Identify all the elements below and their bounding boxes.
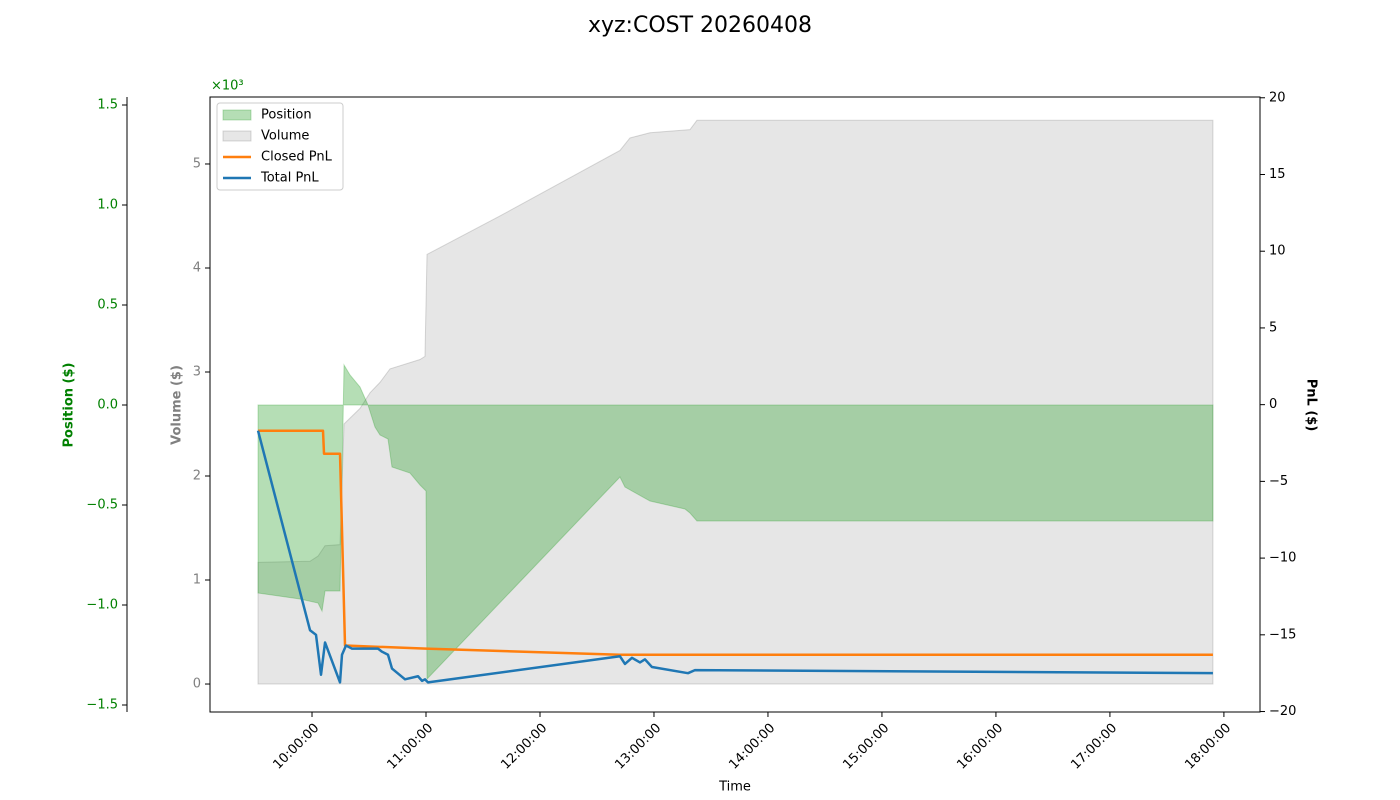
y3-tick-label: −15 xyxy=(1269,627,1296,642)
x-tick-label: 14:00:00 xyxy=(726,721,778,773)
plot-frame xyxy=(209,96,1261,713)
legend-box xyxy=(216,102,344,191)
y-tick-label: 0.0 xyxy=(97,398,118,413)
y2-tick-label: 1 xyxy=(193,573,201,588)
legend-label: Position xyxy=(261,108,312,123)
x-tick-label: 11:00:00 xyxy=(384,721,436,773)
y-tick-label: 1.0 xyxy=(97,198,118,213)
y-tick-label: 0.5 xyxy=(97,298,118,313)
y2-tick-label: 0 xyxy=(193,677,201,692)
chart-title: xyz:COST 20260408 xyxy=(588,13,812,38)
x-tick-label: 15:00:00 xyxy=(840,721,892,773)
y2-offset-label: ×10³ xyxy=(211,79,244,94)
y3-tick-label: −20 xyxy=(1269,704,1296,719)
legend-swatch xyxy=(222,109,252,121)
y3-tick-label: 5 xyxy=(1269,320,1277,335)
y-tick-label: 1.5 xyxy=(97,98,118,113)
y3-tick-label: 20 xyxy=(1269,90,1286,105)
y2-tick-label: 3 xyxy=(193,364,201,379)
x-tick-label: 12:00:00 xyxy=(498,721,550,773)
x-tick-label: 10:00:00 xyxy=(270,721,322,773)
legend-swatch xyxy=(222,130,252,142)
y-tick-label: −1.0 xyxy=(86,598,118,613)
legend-label: Closed PnL xyxy=(261,150,333,165)
x-tick-label: 13:00:00 xyxy=(612,721,664,773)
y3-tick-label: 0 xyxy=(1269,397,1277,412)
area xyxy=(257,119,1214,685)
x-axis-label: Time xyxy=(718,780,751,795)
y3-tick-label: 15 xyxy=(1269,167,1286,182)
y3-tick-label: −10 xyxy=(1269,551,1296,566)
legend-label: Total PnL xyxy=(260,171,319,186)
y-tick-label: −1.5 xyxy=(86,698,118,713)
x-tick-label: 16:00:00 xyxy=(954,721,1006,773)
y2-tick-label: 5 xyxy=(193,156,201,171)
y3-axis-label: PnL ($) xyxy=(1304,379,1319,432)
x-tick-label: 18:00:00 xyxy=(1182,721,1234,773)
x-tick-label: 17:00:00 xyxy=(1068,721,1120,773)
y2-axis-label: Volume ($) xyxy=(170,365,185,445)
area xyxy=(257,363,1214,681)
legend-label: Volume xyxy=(261,129,309,144)
line xyxy=(258,429,1213,657)
y-axis-label: Position ($) xyxy=(62,363,77,448)
y-tick-label: −0.5 xyxy=(86,498,118,513)
y3-tick-label: 10 xyxy=(1269,244,1286,259)
y2-tick-label: 4 xyxy=(193,260,201,275)
y2-tick-label: 2 xyxy=(193,469,201,484)
y3-tick-label: −5 xyxy=(1269,474,1288,489)
line xyxy=(256,430,1213,684)
